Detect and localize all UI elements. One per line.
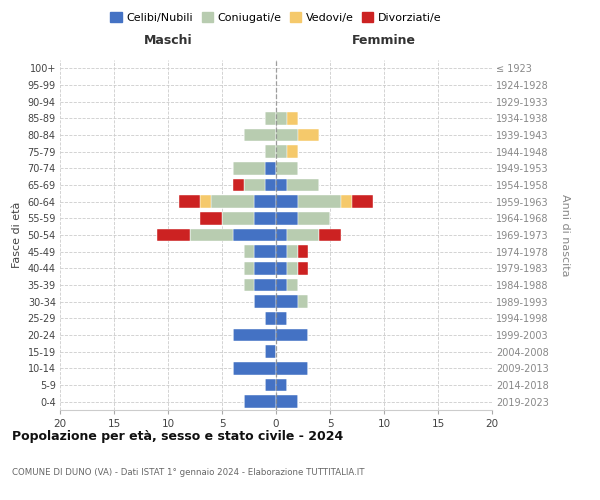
Bar [276, 396, 298, 408]
Bar [190, 229, 233, 241]
Bar [244, 279, 254, 291]
Bar [276, 262, 287, 274]
Bar [157, 229, 190, 241]
Bar [287, 179, 319, 192]
Bar [276, 196, 298, 208]
Bar [276, 146, 287, 158]
Bar [276, 329, 308, 341]
Bar [233, 329, 276, 341]
Bar [276, 162, 298, 174]
Bar [287, 112, 298, 124]
Bar [254, 296, 276, 308]
Bar [287, 262, 298, 274]
Bar [298, 262, 308, 274]
Bar [276, 179, 287, 192]
Bar [200, 212, 222, 224]
Bar [233, 229, 276, 241]
Bar [222, 212, 254, 224]
Bar [319, 229, 341, 241]
Bar [298, 196, 341, 208]
Bar [254, 246, 276, 258]
Bar [254, 196, 276, 208]
Bar [265, 146, 276, 158]
Bar [341, 196, 352, 208]
Bar [287, 146, 298, 158]
Bar [298, 212, 330, 224]
Bar [287, 246, 298, 258]
Bar [265, 179, 276, 192]
Y-axis label: Anni di nascita: Anni di nascita [560, 194, 570, 276]
Bar [276, 279, 287, 291]
Text: Femmine: Femmine [352, 34, 416, 46]
Bar [298, 296, 308, 308]
Bar [244, 262, 254, 274]
Bar [276, 362, 308, 374]
Bar [200, 196, 211, 208]
Bar [276, 312, 287, 324]
Bar [254, 212, 276, 224]
Bar [276, 212, 298, 224]
Bar [254, 279, 276, 291]
Y-axis label: Fasce di età: Fasce di età [12, 202, 22, 268]
Bar [276, 246, 287, 258]
Bar [352, 196, 373, 208]
Bar [276, 129, 298, 141]
Bar [244, 129, 276, 141]
Bar [233, 179, 244, 192]
Bar [233, 162, 265, 174]
Bar [287, 229, 319, 241]
Text: COMUNE DI DUNO (VA) - Dati ISTAT 1° gennaio 2024 - Elaborazione TUTTITALIA.IT: COMUNE DI DUNO (VA) - Dati ISTAT 1° genn… [12, 468, 365, 477]
Text: Popolazione per età, sesso e stato civile - 2024: Popolazione per età, sesso e stato civil… [12, 430, 343, 443]
Bar [265, 379, 276, 391]
Text: Maschi: Maschi [143, 34, 193, 46]
Bar [287, 279, 298, 291]
Bar [276, 379, 287, 391]
Bar [298, 246, 308, 258]
Bar [265, 112, 276, 124]
Bar [244, 396, 276, 408]
Bar [276, 296, 298, 308]
Bar [276, 229, 287, 241]
Legend: Celibi/Nubili, Coniugati/e, Vedovi/e, Divorziati/e: Celibi/Nubili, Coniugati/e, Vedovi/e, Di… [106, 8, 446, 28]
Bar [254, 262, 276, 274]
Bar [265, 312, 276, 324]
Bar [179, 196, 200, 208]
Bar [265, 346, 276, 358]
Bar [276, 112, 287, 124]
Bar [233, 362, 276, 374]
Bar [244, 179, 265, 192]
Bar [298, 129, 319, 141]
Bar [244, 246, 254, 258]
Bar [211, 196, 254, 208]
Bar [265, 162, 276, 174]
